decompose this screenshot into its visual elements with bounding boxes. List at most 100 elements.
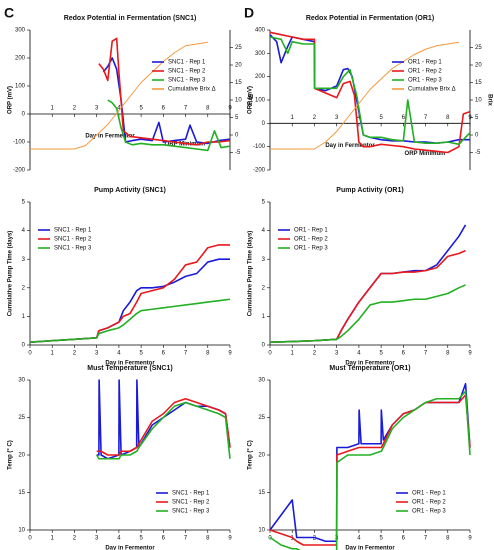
y-tick-label: 0 [262, 121, 266, 127]
y-tick-label: 10 [258, 528, 265, 534]
y-tick-label: 3 [262, 257, 266, 263]
y-axis-label: Cumulative Pump Time (days) [248, 231, 254, 317]
y-tick-label: 100 [15, 84, 26, 90]
y-tick-label: -200 [13, 168, 26, 174]
series-line [270, 41, 459, 150]
chart-panel: Pump Activity (OR1) 0 1 2 3 4 5 0 1 2 3 4 5 6 7 8 9 Day i… [248, 187, 473, 367]
y-tick-label: 15 [18, 490, 25, 496]
legend-label: SNC1 - Rep 1 [168, 60, 206, 66]
x-tick-label: 2 [313, 351, 317, 357]
series-line [269, 31, 471, 154]
legend-label: OR1 - Rep 1 [408, 60, 442, 66]
y-axis-label: Cumulative Pump Time (days) [8, 231, 14, 317]
legend-label: SNC1 - Rep 3 [172, 509, 210, 515]
y2-tick-label: 0 [235, 133, 239, 139]
x-axis-label: Day in Fermentor [345, 546, 395, 550]
x-tick-label: 8 [206, 106, 210, 112]
x-tick-label: 7 [184, 351, 188, 357]
series-line [30, 41, 208, 150]
y2-tick-label: 0 [475, 133, 479, 139]
chart-panel: Pump Activity (SNC1) 0 1 2 3 4 5 0 1 2 3 4 5 6 7 8 9 Day … [8, 187, 233, 367]
y-tick-label: 25 [258, 415, 265, 421]
legend-label: Cumulative Brix Δ [408, 87, 456, 93]
x-tick-label: 4 [357, 115, 361, 121]
legend-label: OR1 - Rep 2 [408, 69, 442, 75]
x-tick-label: 9 [228, 351, 232, 357]
x-tick-label: 4 [357, 351, 361, 357]
y-axis-label: Temp (° C) [8, 440, 14, 470]
x-tick-label: 5 [379, 536, 383, 542]
y-tick-label: 25 [18, 415, 25, 421]
chart-panel: Must Temperature (SNC1) 10 15 20 25 30 0 1 2 3 4 5 6… [8, 365, 233, 550]
x-tick-label: 2 [73, 536, 77, 542]
legend-label: OR1 - Rep 2 [412, 500, 446, 506]
x-tick-label: 8 [446, 351, 450, 357]
x-tick-label: 2 [313, 536, 317, 542]
x-tick-label: 8 [206, 536, 210, 542]
x-tick-label: 4 [117, 536, 121, 542]
y2-tick-label: 10 [235, 98, 242, 104]
y-tick-label: 20 [18, 453, 25, 459]
y2-tick-label: 5 [235, 115, 239, 121]
x-axis-label: Day in Fermentor [325, 143, 375, 149]
legend-label: OR1 - Rep 1 [412, 491, 446, 497]
chart-title: Must Temperature (OR1) [329, 365, 410, 372]
chart-title: Redox Potential in Fermentation (SNC1) [64, 15, 197, 22]
x-tick-label: 3 [335, 115, 339, 121]
x-tick-label: 1 [51, 536, 55, 542]
y-tick-label: 0 [22, 343, 26, 349]
x-tick-label: 5 [379, 115, 383, 121]
x-tick-label: 6 [402, 536, 406, 542]
x-tick-label: 9 [468, 115, 472, 121]
y-tick-label: 2 [262, 285, 266, 291]
y-tick-label: 0 [22, 112, 26, 118]
x-tick-label: 4 [117, 351, 121, 357]
y-tick-label: 5 [22, 200, 26, 206]
x-tick-label: 1 [51, 106, 55, 112]
x-tick-label: 7 [424, 115, 428, 121]
x-tick-label: 3 [335, 351, 339, 357]
legend-label: OR1 - Rep 3 [408, 78, 442, 84]
x-axis-label: Day in Fermentor [105, 361, 155, 367]
series-line [107, 99, 231, 152]
series-line [269, 382, 471, 543]
x-tick-label: 7 [184, 106, 188, 112]
y-tick-label: 200 [255, 74, 266, 80]
chart-title: Must Temperature (SNC1) [87, 365, 172, 372]
series-line [102, 57, 231, 145]
legend-label: SNC1 - Rep 2 [168, 69, 206, 75]
legend-label: SNC1 - Rep 1 [172, 491, 210, 497]
x-tick-label: 0 [28, 536, 32, 542]
chart-panel: D Redox Potential in Fermentation (OR1) -2… [244, 5, 492, 174]
x-tick-label: 7 [424, 351, 428, 357]
x-tick-label: 9 [228, 536, 232, 542]
y2-axis-label: Brix [246, 94, 252, 106]
x-tick-label: 4 [357, 536, 361, 542]
x-tick-label: 6 [162, 106, 166, 112]
y-axis-label: ORP (mV) [8, 86, 14, 114]
series-line [269, 36, 471, 146]
y2-tick-label: 10 [475, 98, 482, 104]
y-tick-label: 100 [255, 98, 266, 104]
y-tick-label: 200 [15, 56, 26, 62]
panel-letter: C [4, 5, 14, 21]
series-line [29, 258, 230, 343]
legend-label: SNC1 - Rep 2 [172, 500, 210, 506]
x-tick-label: 5 [139, 106, 143, 112]
x-axis-label: Day in Fermentor [85, 134, 135, 140]
y2-tick-label: 15 [475, 80, 482, 86]
x-tick-label: 2 [73, 106, 77, 112]
legend-label: SNC1 - Rep 3 [168, 78, 206, 84]
x-tick-label: 1 [291, 351, 295, 357]
y2-tick-label: 5 [475, 115, 479, 121]
x-tick-label: 3 [95, 351, 99, 357]
y-tick-label: 0 [262, 343, 266, 349]
series-line [98, 37, 231, 146]
y-tick-label: 5 [262, 200, 266, 206]
legend-label: OR1 - Rep 1 [294, 228, 328, 234]
chart-panel: C Redox Potential in Fermentation (SNC1) -… [4, 5, 252, 174]
series-line [96, 379, 231, 460]
y-tick-label: 10 [18, 528, 25, 534]
y-tick-label: -100 [253, 144, 266, 150]
chart-title: Pump Activity (OR1) [336, 187, 403, 194]
